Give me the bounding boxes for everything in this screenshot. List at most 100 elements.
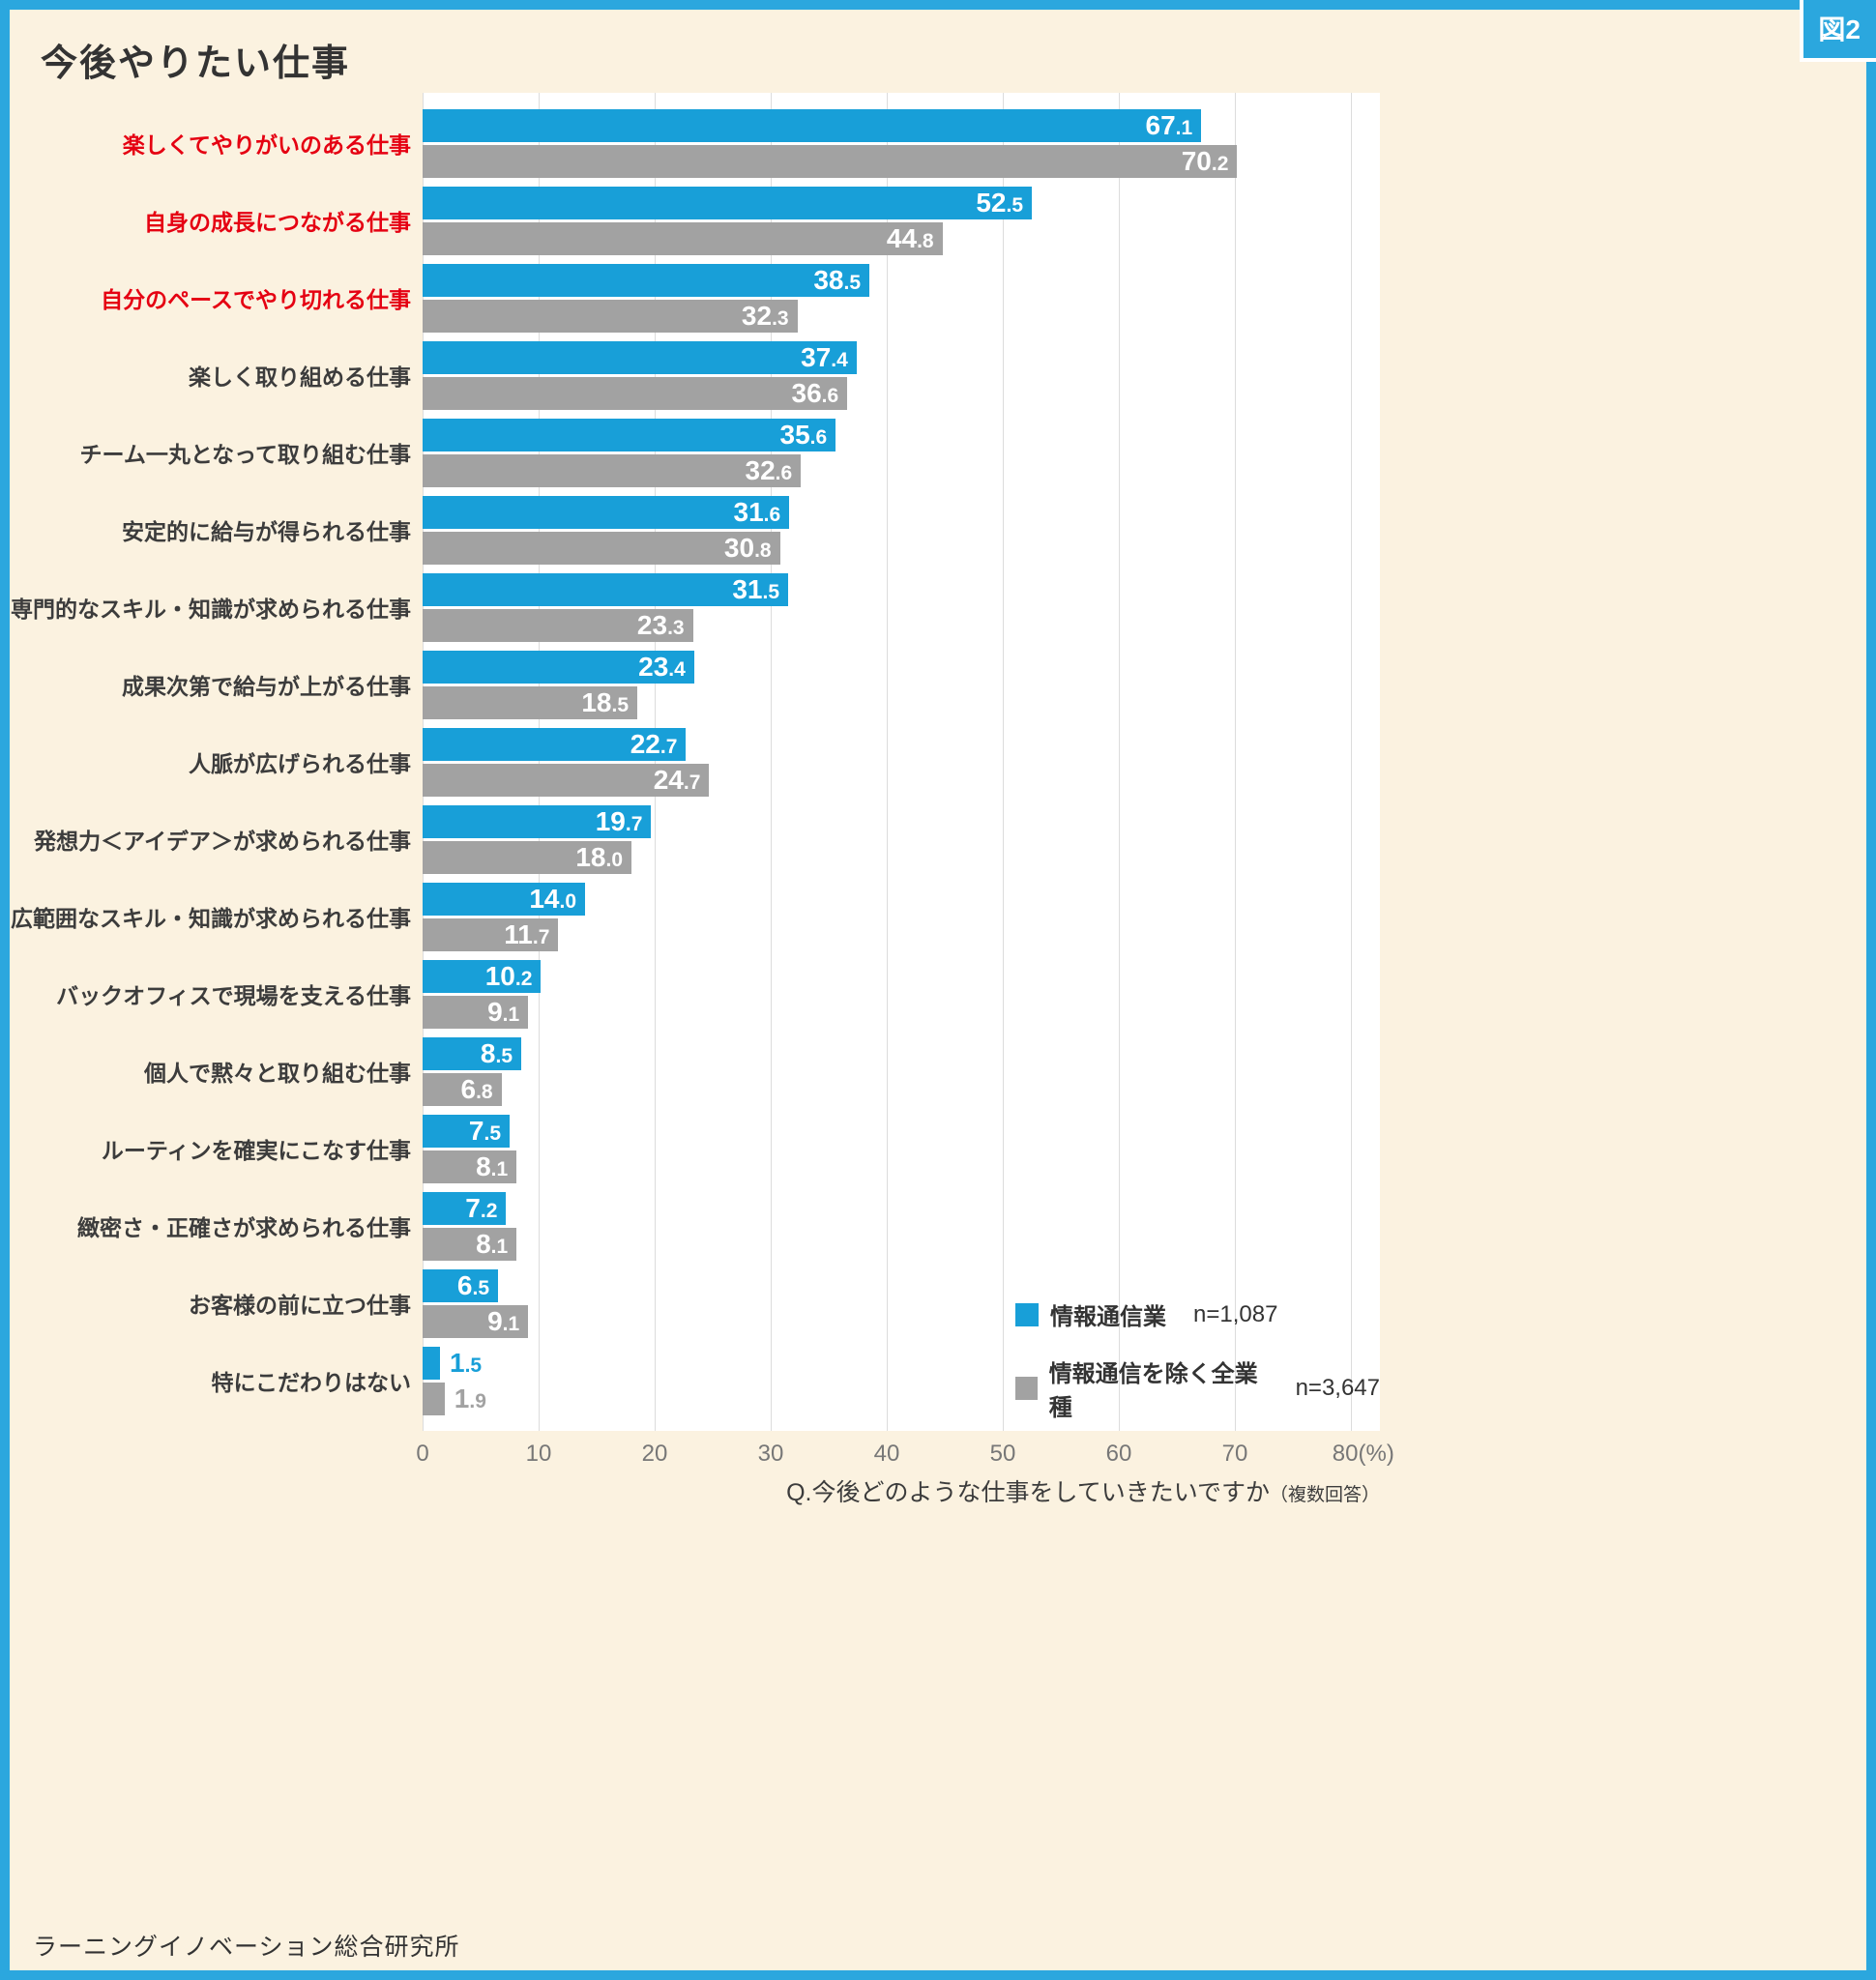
chart-row: 発想力＜アイデア＞が求められる仕事 19.7 18.0 (12, 801, 1380, 878)
bar-allother: 9.1 (423, 1304, 529, 1338)
legend-item-allother: 情報通信を除く全業種 n=3,647 (1015, 1354, 1380, 1422)
bar-allother: 24.7 (423, 763, 710, 797)
gridline (1235, 93, 1236, 1431)
bar-track: 19.7 (423, 804, 1351, 838)
bar-infocomm: 23.4 (423, 650, 694, 684)
category-label: 成果次第で給与が上がる仕事 (122, 674, 411, 699)
category-label: バックオフィスで現場を支える仕事 (56, 983, 411, 1008)
bar-track: 35.6 (423, 418, 1351, 451)
bar-infocomm: 7.5 (423, 1114, 510, 1148)
category-label: 安定的に給与が得られる仕事 (122, 519, 411, 544)
bar-infocomm: 14.0 (423, 882, 585, 916)
chart-row: 専門的なスキル・知識が求められる仕事 31.5 23.3 (11, 568, 1380, 646)
axis-tick: 50 (989, 1441, 1016, 1467)
gridline (423, 93, 424, 1431)
bar-infocomm (423, 1346, 440, 1380)
legend-swatch-gray-icon (1015, 1377, 1038, 1400)
legend-item-infocomm: 情報通信業 n=1,087 (1015, 1297, 1380, 1331)
bar-track: 31.6 (423, 495, 1351, 529)
bar-value: 14.0 (529, 883, 576, 914)
bar-infocomm: 6.5 (423, 1268, 498, 1302)
gridline (1003, 93, 1004, 1431)
bar-allother: 8.1 (423, 1150, 517, 1183)
chart-row: 楽しく取り組める仕事 37.4 36.6 (12, 336, 1380, 414)
legend-sample-size: n=3,647 (1295, 1375, 1380, 1401)
axis-tick: 30 (757, 1441, 784, 1467)
axis-tick: 80(%) (1332, 1441, 1394, 1467)
bar-infocomm: 22.7 (423, 727, 687, 761)
legend: 情報通信業 n=1,087 情報通信を除く全業種 n=3,647 (1015, 1297, 1380, 1422)
bar-allother: 8.1 (423, 1227, 517, 1261)
bar-track: 1.5 (423, 1346, 1351, 1380)
bar-allother: 36.6 (423, 376, 848, 410)
axis-tick: 20 (641, 1441, 668, 1467)
category-bars: 14.0 11.7 (423, 878, 1380, 955)
bar-track: 37.4 (423, 340, 1351, 374)
category-label: チーム一丸となって取り組む仕事 (79, 442, 411, 467)
bar-value: 6.8 (460, 1073, 493, 1104)
chart-row: チーム一丸となって取り組む仕事 35.6 32.6 (12, 414, 1380, 491)
bar-track: 23.3 (423, 608, 1351, 642)
legend-sample-size: n=1,087 (1193, 1300, 1278, 1327)
bar-value: 31.6 (733, 496, 781, 527)
bar-track: 44.8 (423, 221, 1351, 255)
chart-row: 安定的に給与が得られる仕事 31.6 30.8 (12, 491, 1380, 568)
bar-track: 10.2 (423, 959, 1351, 993)
category-label: 人脈が広げられる仕事 (189, 751, 411, 776)
category-bars: 35.6 32.6 (423, 414, 1380, 491)
category-bars: 6.5 9.1 (423, 1265, 1380, 1342)
bar-value: 37.4 (801, 341, 848, 372)
bar-infocomm: 19.7 (423, 804, 652, 838)
bar-track: 1.9 (423, 1382, 1351, 1415)
bar-infocomm: 31.6 (423, 495, 790, 529)
chart-row: 特にこだわりはない 1.5 1.9 (12, 1342, 1380, 1419)
bar-value: 1.9 (454, 1383, 486, 1413)
bar-value: 23.3 (636, 609, 685, 640)
chart-row: 楽しくてやりがいのある仕事 67.1 70.2 (12, 104, 1380, 182)
bar-value: 70.2 (1181, 145, 1229, 176)
chart-rows: 楽しくてやりがいのある仕事 67.1 70.2 自身の成長につながる仕事 52.5 44.… (11, 93, 1380, 1431)
bar-track: 32.6 (423, 453, 1351, 487)
bar-track: 67.1 (423, 108, 1351, 142)
bar-infocomm: 38.5 (423, 263, 869, 297)
bar-value: 52.5 (976, 187, 1023, 218)
chart-row: お客様の前に立つ仕事 6.5 9.1 (12, 1265, 1380, 1342)
survey-question-note: （複数回答） (1269, 1485, 1380, 1505)
bar-infocomm: 7.2 (423, 1191, 507, 1225)
category-bars: 52.5 44.8 (423, 182, 1380, 259)
gridline (771, 93, 772, 1431)
category-bars: 23.4 18.5 (423, 646, 1380, 723)
bar-track: 11.7 (423, 917, 1351, 951)
bar-track: 70.2 (423, 144, 1351, 178)
chart-row: 成果次第で給与が上がる仕事 23.4 18.5 (12, 646, 1380, 723)
bar-value: 9.1 (487, 1305, 520, 1336)
bar-value: 6.5 (456, 1269, 489, 1300)
bar-value: 38.5 (813, 264, 861, 295)
bar-value: 7.5 (468, 1115, 501, 1146)
legend-swatch-blue-icon (1015, 1302, 1039, 1326)
bar-value: 44.8 (886, 222, 934, 253)
bar-value: 10.2 (484, 960, 533, 991)
chart-row: 人脈が広げられる仕事 22.7 24.7 (12, 723, 1380, 801)
category-label: ルーティンを確実にこなす仕事 (101, 1138, 411, 1163)
category-bars: 1.5 1.9 (423, 1342, 1380, 1419)
bar-allother: 70.2 (423, 144, 1238, 178)
bar-value: 8.5 (480, 1037, 513, 1068)
bar-track: 8.1 (423, 1227, 1351, 1261)
bar-infocomm: 35.6 (423, 418, 836, 451)
category-label: 専門的なスキル・知識が求められる仕事 (11, 597, 411, 622)
bar-value: 30.8 (723, 532, 772, 563)
bar-track: 14.0 (423, 882, 1351, 916)
bar-value: 18.5 (581, 686, 629, 717)
bar-allother: 23.3 (423, 608, 693, 642)
category-label: 自分のペースでやり切れる仕事 (101, 287, 411, 312)
gridline (1351, 93, 1352, 1431)
bar-allother: 6.8 (423, 1072, 502, 1106)
bar-allother: 18.5 (423, 685, 637, 719)
bar-value: 36.6 (791, 377, 839, 408)
chart-row: バックオフィスで現場を支える仕事 10.2 9.1 (12, 955, 1380, 1033)
bar-value: 8.1 (476, 1228, 509, 1259)
bar-track: 6.5 (423, 1268, 1351, 1302)
legend-label: 情報通信業 (1050, 1304, 1166, 1330)
category-bars: 31.6 30.8 (423, 491, 1380, 568)
